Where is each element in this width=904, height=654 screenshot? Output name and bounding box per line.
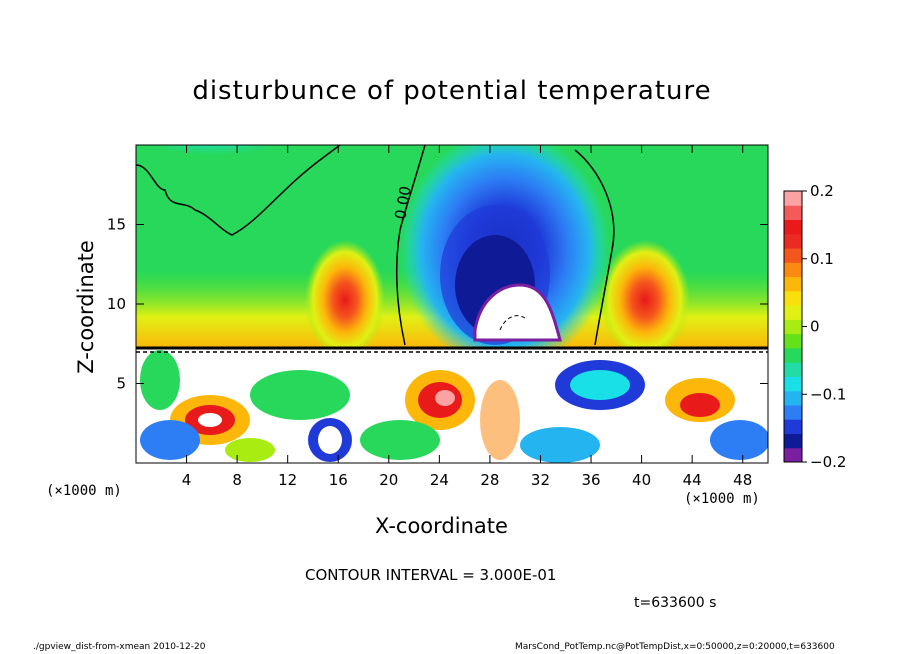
- x-tick-label: 20: [379, 471, 398, 489]
- x-tick-label: 8: [232, 471, 242, 489]
- colorbar-swatch: [784, 433, 802, 449]
- zero-contour-center: [396, 145, 426, 346]
- colorbar-tick-label: 0.1: [810, 250, 834, 268]
- colorbar-tick-label: 0.2: [810, 182, 834, 200]
- plot-field: [136, 145, 768, 463]
- warm-left: [305, 240, 385, 360]
- colorbar-swatch: [784, 404, 802, 420]
- colorbar-swatch: [784, 447, 802, 463]
- y-axis-label: Z-coordinate: [74, 240, 98, 374]
- colorbar-swatch: [784, 390, 802, 406]
- x-tick-label: 36: [581, 471, 600, 489]
- x-tick-label: 48: [733, 471, 752, 489]
- warm-right: [600, 240, 690, 360]
- footer-left: ./gpview_dist-from-xmean 2010-12-20: [33, 642, 206, 652]
- colorbar-swatch: [784, 347, 802, 363]
- colorbar-swatch: [784, 305, 802, 320]
- colorbar: 0.2 0.1 0 −0.1 −0.2: [783, 182, 846, 471]
- x-tick-label: 32: [531, 471, 550, 489]
- cold-top-left: [136, 145, 295, 180]
- colorbar-tick-label: −0.1: [810, 385, 846, 403]
- y-tick-label: 5: [116, 375, 126, 393]
- footer-right: MarsCond_PotTemp.nc@PotTempDist,x=0:5000…: [515, 642, 835, 652]
- colorbar-swatch: [784, 319, 802, 335]
- lower-blobs: [140, 350, 768, 463]
- x-unit-label-left: (×1000 m): [46, 483, 122, 499]
- colorbar-swatch: [784, 205, 802, 221]
- chart-title: disturbunce of potential temperature: [192, 76, 712, 106]
- colorbar-swatch: [784, 290, 802, 306]
- colorbar-swatch: [784, 248, 802, 263]
- time-stamp: t=633600 s: [634, 595, 717, 611]
- x-tick-label: 24: [430, 471, 449, 489]
- colorbar-tick-label: −0.2: [810, 453, 846, 471]
- colorbar-swatch: [784, 219, 802, 235]
- contour-label: 0.00: [391, 185, 415, 221]
- colorbar-swatch: [784, 376, 802, 392]
- colorbar-swatch: [784, 419, 802, 434]
- colorbar-swatch: [784, 233, 802, 249]
- colorbar-swatch: [784, 191, 802, 206]
- zero-contour-right: [574, 149, 615, 346]
- x-tick-label: 40: [632, 471, 651, 489]
- y-axis-ticks: 5 10 15: [107, 216, 768, 393]
- x-tick-label: 12: [278, 471, 297, 489]
- colorbar-tick-label: 0: [810, 318, 820, 336]
- x-unit-label-right: (×1000 m): [684, 491, 760, 507]
- y-tick-label: 10: [107, 295, 126, 313]
- y-tick-label: 15: [107, 216, 126, 234]
- x-axis-ticks: 4 8 12 16 20 24 28 32 36 40 44 48: [182, 145, 752, 489]
- contour-interval: CONTOUR INTERVAL = 3.000E-01: [305, 566, 557, 584]
- colorbar-swatch: [784, 262, 802, 278]
- x-tick-label: 44: [683, 471, 702, 489]
- x-tick-label: 16: [329, 471, 348, 489]
- x-tick-label: 4: [182, 471, 192, 489]
- x-axis-label: X-coordinate: [375, 514, 508, 538]
- colorbar-swatch: [784, 276, 802, 292]
- colorbar-swatch: [784, 333, 802, 349]
- zero-contour-left: [136, 145, 341, 236]
- x-tick-label: 28: [480, 471, 499, 489]
- colorbar-swatch: [784, 362, 802, 377]
- cold-core-white: [473, 283, 562, 342]
